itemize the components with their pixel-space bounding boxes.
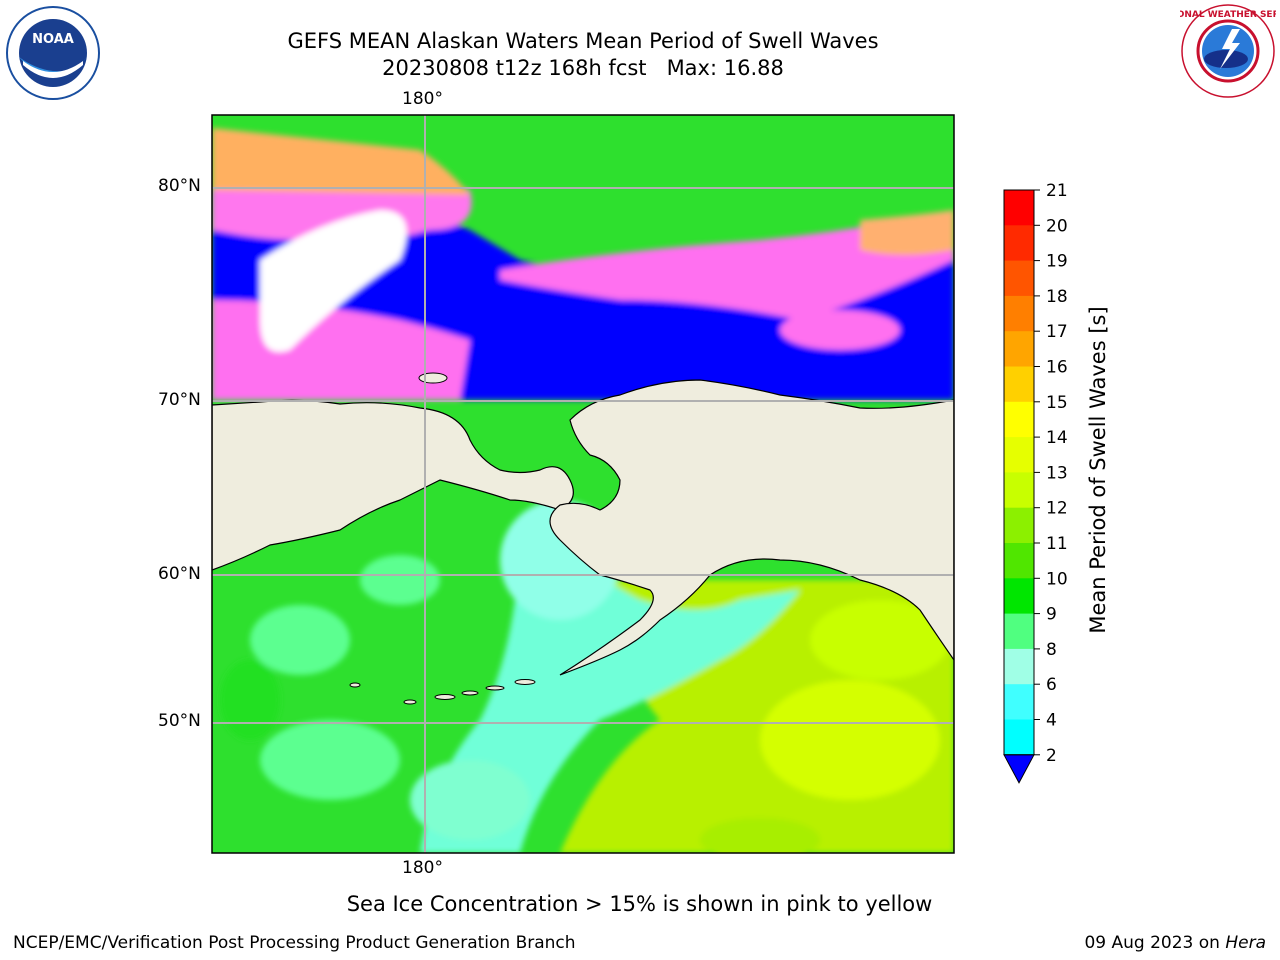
- colorbar-segment: [1004, 472, 1034, 509]
- colorbar-segment: [1004, 260, 1034, 297]
- lat-label-70: 70°N: [158, 390, 201, 410]
- date-text: 09 Aug 2023 on Hera: [1084, 933, 1266, 953]
- date-prefix: 09 Aug 2023 on: [1084, 933, 1220, 953]
- sea-ice-note: Sea Ice Concentration > 15% is shown in …: [346, 892, 933, 916]
- colorbar-tick-label: 16: [1046, 358, 1068, 378]
- colorbar-segment: [1004, 225, 1034, 262]
- colorbar-segment: [1004, 613, 1034, 650]
- graticule: [212, 115, 954, 853]
- colorbar-segment: [1004, 719, 1034, 756]
- nws-logo: NATIONAL WEATHER SERVICE: [1180, 4, 1276, 98]
- date-host: Hera: [1225, 933, 1266, 953]
- colorbar-tick-label: 12: [1046, 499, 1068, 519]
- colorbar-segment: [1004, 331, 1034, 367]
- top-lon-label: 180°: [402, 89, 443, 109]
- map-frame: [211, 114, 955, 854]
- colorbar-segment: [1004, 543, 1034, 579]
- colorbar-under-arrow: [1003, 754, 1035, 784]
- colorbar-tick-label: 20: [1046, 216, 1068, 236]
- colorbar-tick-label: 13: [1046, 463, 1068, 483]
- colorbar-tick-label: 6: [1046, 675, 1057, 695]
- colorbar-segment: [1004, 366, 1034, 403]
- colorbar-tick-label: 11: [1046, 534, 1068, 554]
- colorbar-tick-label: 2: [1046, 746, 1057, 766]
- nws-logo-text: NATIONAL WEATHER SERVICE: [1180, 10, 1276, 20]
- colorbar-tick-label: 15: [1046, 393, 1068, 413]
- noaa-logo: NOAA: [6, 6, 100, 100]
- colorbar-tick-label: 10: [1046, 569, 1068, 589]
- colorbar-segment: [1004, 295, 1034, 332]
- colorbar-tick-label: 21: [1046, 181, 1068, 201]
- lat-label-80: 80°N: [158, 176, 201, 196]
- lat-label-50: 50°N: [158, 711, 201, 731]
- colorbar-tick-label: 4: [1046, 711, 1057, 731]
- colorbar-segment: [1004, 190, 1034, 226]
- colorbar: 21 20 19 18 17 16 15 14 13 12 11 10 9 8 6 4 2: [1003, 181, 1068, 784]
- colorbar-tick-label: 19: [1046, 252, 1068, 272]
- colorbar-tick-label: 17: [1046, 322, 1068, 342]
- chart-title: GEFS MEAN Alaskan Waters Mean Period of …: [287, 29, 879, 53]
- colorbar-segment: [1004, 684, 1034, 720]
- bottom-lon-label: 180°: [402, 858, 443, 878]
- colorbar-segment: [1004, 401, 1034, 438]
- colorbar-segment: [1004, 578, 1034, 615]
- colorbar-tick-label: 8: [1046, 640, 1057, 660]
- colorbar-segment: [1004, 437, 1034, 473]
- colorbar-segment: [1004, 648, 1034, 685]
- noaa-logo-text: NOAA: [32, 32, 74, 47]
- colorbar-tick-label: 14: [1046, 428, 1068, 448]
- colorbar-tick-label: 9: [1046, 605, 1057, 625]
- chart-subtitle: 20230808 t12z 168h fcst Max: 16.88: [382, 56, 784, 80]
- colorbar-tick-label: 18: [1046, 287, 1068, 307]
- colorbar-title: Mean Period of Swell Waves [s]: [1086, 306, 1110, 634]
- credit-text: NCEP/EMC/Verification Post Processing Pr…: [13, 933, 576, 953]
- colorbar-segment: [1004, 507, 1034, 544]
- lat-label-60: 60°N: [158, 564, 201, 584]
